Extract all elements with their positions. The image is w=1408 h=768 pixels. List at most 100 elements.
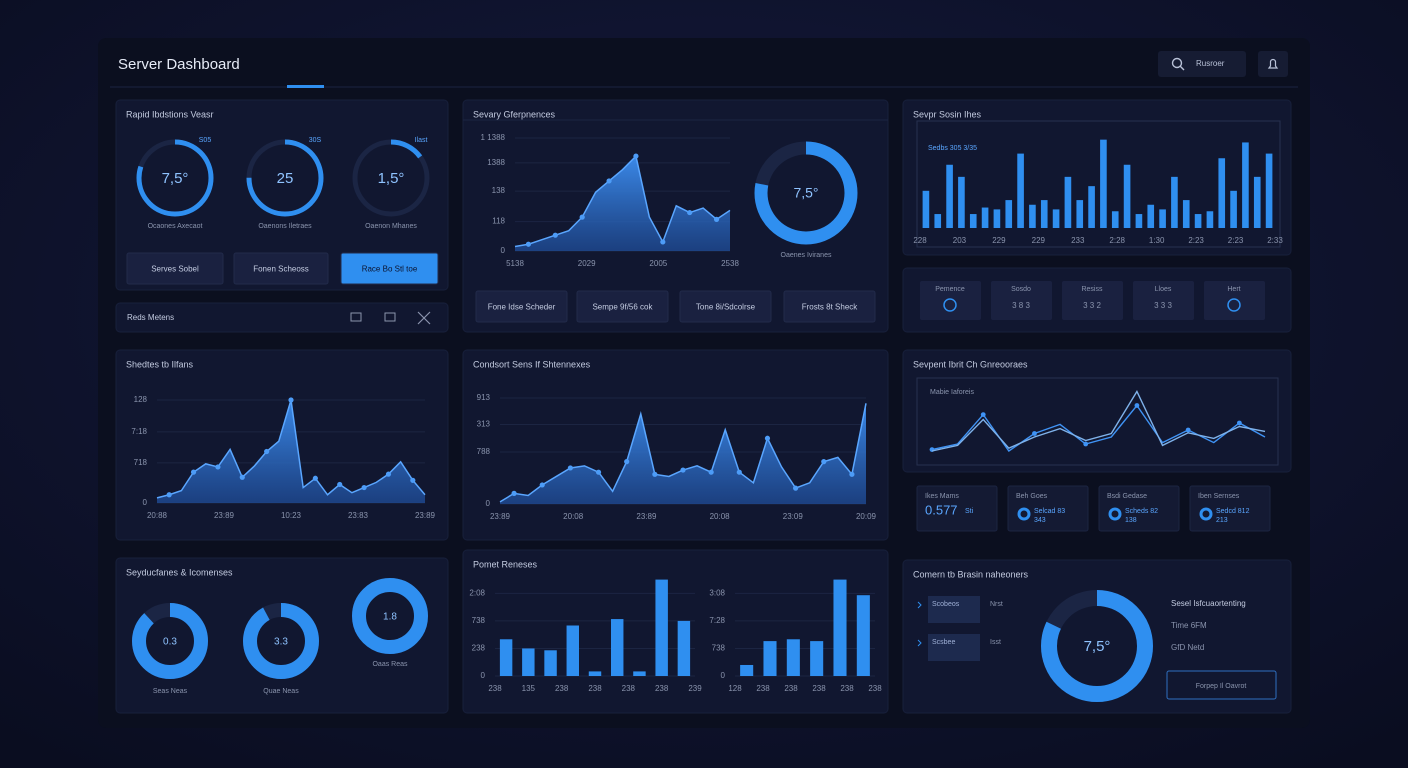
y-tick-label: 118 (492, 217, 505, 226)
point (1083, 441, 1089, 447)
panel (462, 349, 889, 541)
panel-title: Pomet Reneses (473, 559, 538, 569)
button[interactable] (126, 252, 224, 285)
y-tick-label: 0 (501, 246, 506, 255)
header-title: Server Dashboard (118, 56, 240, 73)
line (931, 404, 1266, 452)
y-tick-label: 0 (486, 499, 491, 508)
bar (1182, 200, 1190, 228)
bar (655, 579, 668, 676)
bell-button[interactable] (1258, 51, 1288, 77)
bar (1029, 204, 1036, 228)
ring-value: 7,5° (793, 185, 818, 201)
x-tick-label: 23:89 (415, 511, 436, 520)
bar (1242, 142, 1249, 228)
bar (1194, 214, 1202, 228)
donut-caption: Oaas Reas (372, 661, 408, 668)
point (680, 467, 686, 473)
chevron (917, 639, 922, 647)
point (1134, 403, 1140, 408)
button[interactable] (475, 290, 568, 323)
button[interactable] (1166, 670, 1277, 700)
panel-title: Sevary Gferpnences (473, 109, 556, 119)
icon[interactable] (350, 312, 362, 322)
bar (1088, 186, 1095, 228)
panel-title: Seyducfanes & Icomenses (126, 567, 233, 577)
point (579, 214, 585, 220)
x-tick-label: 23:89 (490, 512, 511, 521)
bar (1230, 190, 1237, 228)
list-tag (928, 596, 980, 623)
x-tick-label: 2538 (721, 259, 739, 268)
detail-text: Time 6FM (1171, 621, 1207, 630)
button[interactable] (679, 290, 772, 323)
ring-arc (132, 603, 208, 679)
point (215, 464, 221, 470)
bar (1064, 176, 1072, 228)
tile[interactable] (1133, 281, 1194, 320)
point (552, 232, 558, 238)
x-tick-label: 238 (756, 684, 770, 693)
tile[interactable] (920, 281, 981, 320)
panel-title: Sevpr Sosin Ihes (913, 109, 982, 119)
x-tick-label: 128 (728, 684, 742, 693)
tile[interactable] (1062, 281, 1123, 320)
list-text: Isst (990, 639, 1001, 646)
y-tick-label: 2:08 (469, 588, 485, 597)
gauge-top: S05 (199, 137, 212, 144)
button[interactable] (576, 290, 669, 323)
stat-value: Selcad 83 (1034, 508, 1065, 515)
button-label: Forpep Il Oavrot (1196, 683, 1247, 690)
line (931, 390, 1266, 452)
stat-title: Beh Goes (1016, 493, 1048, 500)
tile-label: Hert (1227, 286, 1240, 293)
panels: Rapid Ibdstions Veasr 7,5° S05 Ocaones Axec… (115, 99, 1292, 714)
gauge-top: Ilast (415, 137, 428, 144)
point (337, 481, 343, 488)
bar (981, 207, 989, 228)
bar (1147, 204, 1155, 228)
bar (1218, 158, 1226, 228)
close-icon[interactable] (417, 311, 431, 325)
point (539, 482, 545, 488)
point (288, 397, 294, 403)
active-tab (287, 85, 324, 88)
bar (1253, 176, 1261, 228)
y-tick-label: 238 (472, 644, 486, 653)
bar (934, 214, 942, 228)
button[interactable] (783, 290, 876, 323)
stat-card (1189, 485, 1271, 532)
x-tick-label: 2005 (649, 259, 667, 268)
point (849, 471, 855, 477)
stat-icon (1199, 507, 1213, 521)
tile[interactable] (1204, 281, 1265, 320)
point (567, 465, 573, 471)
stat-icon (1108, 507, 1122, 521)
button[interactable] (233, 252, 329, 285)
y-tick-label: 1388 (487, 158, 505, 167)
button[interactable] (340, 252, 439, 285)
detail-text: GfD Netd (1171, 643, 1204, 652)
bar (1171, 176, 1178, 228)
search-box[interactable] (1158, 51, 1246, 77)
stat-title: Ikes Mams (925, 493, 959, 500)
bar (677, 620, 691, 676)
point (166, 492, 172, 498)
tile-label: Sosdo (1011, 286, 1031, 293)
bar (1017, 153, 1024, 228)
point (1032, 431, 1037, 436)
tile[interactable] (991, 281, 1052, 320)
bar (1076, 200, 1084, 228)
point (736, 469, 742, 475)
point (264, 448, 270, 455)
bar (946, 164, 953, 228)
point (511, 490, 517, 496)
bar (1040, 200, 1048, 228)
point (980, 412, 986, 417)
x-tick-label: 20:08 (563, 512, 584, 521)
icon[interactable] (384, 312, 396, 322)
bell-icon (1267, 58, 1279, 69)
donut-caption: Oaenes Iviranes (781, 252, 832, 259)
panel (115, 99, 449, 291)
